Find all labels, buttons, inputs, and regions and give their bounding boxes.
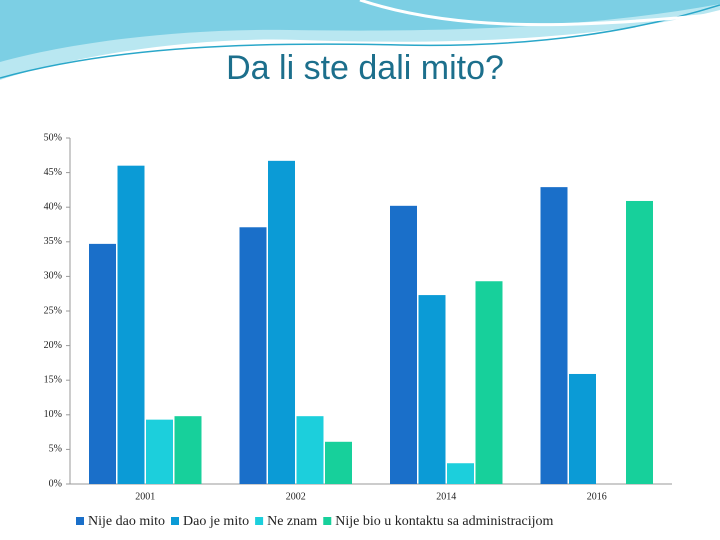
bar: [239, 227, 267, 484]
legend-label: Nije bio u kontaktu sa administracijom: [335, 514, 553, 529]
y-tick-label: 0%: [49, 478, 62, 489]
legend-label: Ne znam: [267, 514, 317, 529]
y-tick-label: 20%: [44, 340, 62, 351]
bar: [475, 281, 503, 484]
y-tick-label: 40%: [44, 201, 62, 212]
legend-swatch: [76, 517, 84, 525]
legend-swatch: [171, 517, 179, 525]
x-tick-label: 2016: [587, 491, 607, 502]
bar: [626, 200, 653, 485]
y-tick-label: 25%: [44, 305, 62, 316]
y-tick-label: 45%: [44, 167, 62, 178]
bar: [89, 243, 116, 484]
bar: [325, 441, 352, 484]
bar: [447, 463, 474, 484]
bar: [117, 165, 145, 484]
y-tick-label: 10%: [44, 409, 62, 420]
bar: [174, 416, 202, 484]
y-tick-label: 30%: [44, 271, 62, 282]
legend-swatch: [255, 517, 264, 525]
header-decoration: [0, 0, 720, 80]
legend-label: Nije dao mito: [88, 514, 165, 529]
y-tick-label: 35%: [44, 236, 62, 247]
bar: [569, 373, 596, 484]
bar: [146, 419, 173, 484]
y-tick-label: 50%: [44, 132, 62, 143]
bar: [390, 205, 417, 485]
y-tick-label: 5%: [49, 444, 62, 455]
legend-swatch: [323, 517, 332, 525]
x-tick-label: 2014: [436, 491, 456, 502]
chart-title: Da li ste dali mito?: [226, 49, 504, 87]
bar: [418, 295, 446, 484]
bar: [268, 160, 295, 484]
bar: [296, 416, 324, 484]
x-tick-label: 2002: [286, 491, 306, 502]
bar: [540, 187, 568, 484]
legend-label: Dao je mito: [183, 514, 249, 529]
y-tick-label: 15%: [44, 374, 62, 385]
x-tick-label: 2001: [135, 491, 155, 502]
